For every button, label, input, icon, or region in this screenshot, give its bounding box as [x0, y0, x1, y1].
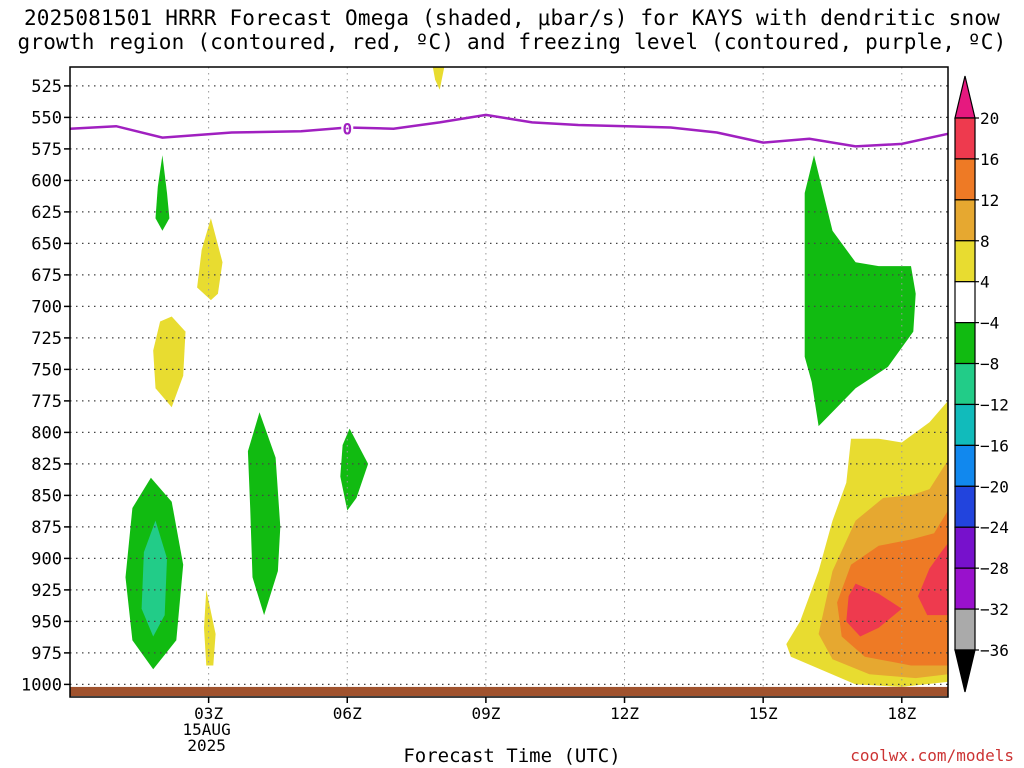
- x-date-label-0: 15AUG: [183, 720, 231, 739]
- colorbar-box-8: [954, 444, 976, 487]
- colorbar-box-12: [954, 608, 976, 651]
- colorbar-box-1: [954, 158, 976, 201]
- y-tick-label-525: 525: [31, 77, 62, 97]
- colorbar-box-5: [954, 322, 976, 365]
- title-line-2: growth region (contoured, red, ºC) and f…: [17, 30, 1007, 54]
- colorbar-bottom-arrow: [954, 649, 976, 693]
- colorbar-label-4: 4: [980, 273, 990, 292]
- credit-link[interactable]: coolwx.com/models: [850, 746, 1014, 765]
- colorbar-top-arrow: [954, 75, 976, 119]
- y-tick-label-900: 900: [31, 549, 62, 569]
- colorbar-box-3: [954, 240, 976, 283]
- x-tick-label-12Z: 12Z: [610, 704, 639, 723]
- y-tick-label-975: 975: [31, 644, 62, 664]
- chart-title: 2025081501 HRRR Forecast Omega (shaded, …: [0, 6, 1024, 54]
- colorbar-label-6: −8: [980, 355, 999, 374]
- omega-yellow-3z-low: [204, 589, 216, 666]
- omega-red-17z: [846, 583, 902, 637]
- freezing-level-label: 0: [342, 120, 352, 139]
- omega-yellow-2z: [153, 316, 186, 408]
- y-tick-label-1000: 1000: [21, 675, 62, 695]
- y-tick-label-925: 925: [31, 581, 62, 601]
- omega-teal-2z-low: [141, 520, 167, 637]
- y-tick-label-950: 950: [31, 612, 62, 632]
- colorbar-label-13: −36: [980, 641, 1009, 660]
- omega-yellow-8z-top: [432, 67, 445, 90]
- colorbar-label-0: 20: [980, 109, 999, 128]
- y-tick-label-775: 775: [31, 392, 62, 412]
- freezing-level-label-bg: [341, 119, 354, 138]
- omega-yellow-3z: [197, 218, 223, 301]
- x-tick-label-03Z: 03Z: [194, 704, 223, 723]
- omega-green-6z: [340, 428, 369, 511]
- title-line-1: 2025081501 HRRR Forecast Omega (shaded, …: [23, 6, 1001, 30]
- x-axis-title: Forecast Time (UTC): [403, 745, 621, 767]
- colorbar-box-9: [954, 485, 976, 528]
- omega-green-4z: [247, 412, 281, 616]
- colorbar-label-8: −16: [980, 436, 1009, 455]
- y-tick-label-575: 575: [31, 140, 62, 160]
- colorbar-label-7: −12: [980, 395, 1009, 414]
- freezing-level-line: [69, 113, 949, 148]
- y-tick-label-650: 650: [31, 234, 62, 254]
- x-tick-label-06Z: 06Z: [333, 704, 362, 723]
- plot-border: [69, 66, 949, 698]
- omega-red-19z: [918, 543, 948, 616]
- x-tick-label-18Z: 18Z: [887, 704, 916, 723]
- y-tick-label-725: 725: [31, 329, 62, 349]
- y-tick-label-675: 675: [31, 266, 62, 286]
- surface-band: [70, 686, 948, 696]
- x-tick-label-09Z: 09Z: [471, 704, 500, 723]
- y-tick-label-800: 800: [31, 423, 62, 443]
- colorbar-label-2: 12: [980, 191, 999, 210]
- colorbar-label-5: −4: [980, 314, 999, 333]
- y-tick-label-625: 625: [31, 203, 62, 223]
- colorbar-box-6: [954, 362, 976, 406]
- colorbar-label-11: −28: [980, 559, 1009, 578]
- y-tick-label-700: 700: [31, 297, 62, 317]
- colorbar-box-10: [954, 526, 976, 569]
- y-tick-label-600: 600: [31, 171, 62, 191]
- colorbar-label-1: 16: [980, 150, 999, 169]
- omega-green-16z: [804, 155, 916, 427]
- y-tick-label-825: 825: [31, 455, 62, 475]
- colorbar-box-11: [954, 567, 976, 610]
- y-tick-label-550: 550: [31, 108, 62, 128]
- omega-green-2z-upper: [155, 155, 170, 231]
- x-date-label-1: 2025: [187, 736, 226, 755]
- colorbar-label-3: 8: [980, 232, 990, 251]
- colorbar-label-12: −32: [980, 600, 1009, 619]
- x-tick-label-15Z: 15Z: [749, 704, 778, 723]
- colorbar-box-2: [954, 199, 976, 242]
- colorbar-label-9: −20: [980, 477, 1009, 496]
- y-tick-label-850: 850: [31, 486, 62, 506]
- colorbar-box-4: [954, 281, 976, 324]
- y-tick-label-750: 750: [31, 360, 62, 380]
- colorbar-box-0: [954, 117, 976, 160]
- y-tick-label-875: 875: [31, 518, 62, 538]
- colorbar-label-10: −24: [980, 518, 1009, 537]
- colorbar-box-7: [954, 403, 976, 446]
